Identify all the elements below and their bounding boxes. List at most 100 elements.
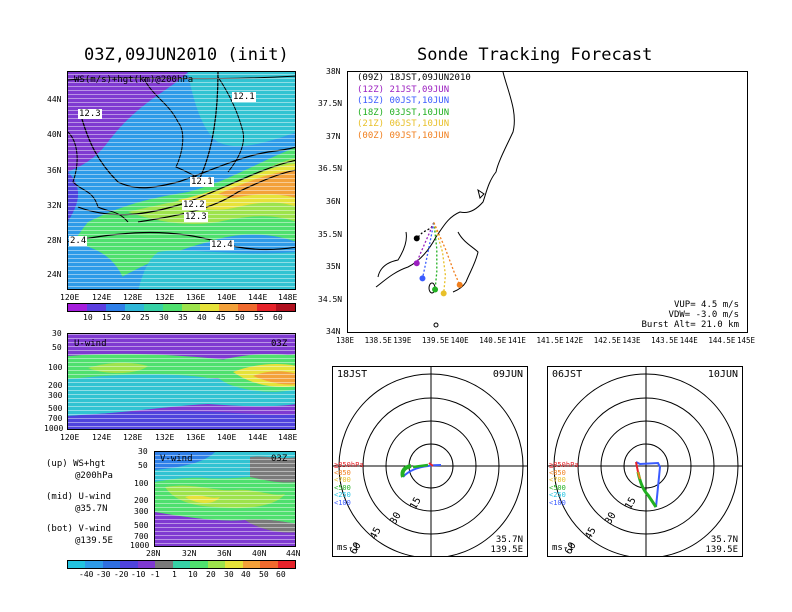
colorbar-label: 30 <box>159 313 169 322</box>
map-lon-tick: 143.5E <box>651 336 679 345</box>
p-tick: 100 <box>48 363 63 372</box>
p-tick: 30 <box>138 447 148 456</box>
track-series-line <box>433 222 438 290</box>
ws-panel-label: WS(m/s)+hgt(km)@200hPa <box>74 75 194 85</box>
map-lat-tick: 35.5N <box>318 230 343 239</box>
map-lon-tick: 142.5E <box>593 336 621 345</box>
tracking-map-svg <box>375 72 515 328</box>
tracking-title: Sonde Tracking Forecast <box>417 45 653 65</box>
track-landing-point <box>413 235 420 242</box>
hodo-legend-entry: <250 <box>549 491 566 499</box>
track-lines <box>413 222 463 297</box>
hodo-lat: 35.7N <box>710 535 738 545</box>
lon-tick: 128E <box>123 293 143 302</box>
hodograph-right-svg <box>548 367 742 556</box>
lat-tick: 24N <box>47 270 62 279</box>
lon-tick: 128E <box>123 433 143 442</box>
u-wind-label: U-wind <box>74 339 107 349</box>
v-colorbar <box>67 560 296 569</box>
colorbar-label: -30 <box>96 570 111 579</box>
contour-label: 12.3 <box>184 212 208 222</box>
v-wind-svg <box>155 452 295 546</box>
colorbar-label: 30 <box>224 570 234 579</box>
tracking-map-panel: (09Z) 18JST,09JUN2010 (12Z) 21JST,09JUN … <box>347 71 748 333</box>
lat-tick: 44N <box>286 549 301 558</box>
colorbar-label: 20 <box>206 570 216 579</box>
ws-map-panel: WS(m/s)+hgt(km)@200hPa 12.1 12.3 12.1 12… <box>67 71 296 290</box>
map-lon-tick: 141.5E <box>536 336 564 345</box>
lon-tick: 124E <box>92 433 112 442</box>
colorbar-label: -40 <box>79 570 94 579</box>
colorbar-label: 10 <box>83 313 93 322</box>
contour-label: 12.2 <box>182 200 206 210</box>
lon-tick: 120E <box>60 433 80 442</box>
lon-tick: 120E <box>60 293 80 302</box>
hodo-legend-entry: <700 <box>549 476 566 484</box>
map-lat-tick: 36.5N <box>318 164 343 173</box>
track-series-line <box>416 222 435 264</box>
lon-tick: 132E <box>155 433 175 442</box>
hodo-legend-entry: <850 <box>549 468 566 477</box>
colorbar-label: 55 <box>254 313 264 322</box>
u-wind-panel: U-wind 03Z <box>67 333 296 430</box>
hodograph-left-svg <box>333 367 527 556</box>
lon-tick: 144E <box>248 433 268 442</box>
hodo-legend-entry: <700 <box>334 476 351 484</box>
p-tick: 700 <box>48 414 63 423</box>
contour-label: 12.4 <box>210 240 234 250</box>
map-lon-tick: 139.5E <box>421 336 450 345</box>
u-wind-time: 03Z <box>271 339 288 349</box>
lat-tick: 40N <box>252 549 267 558</box>
contour-label: 12.1 <box>190 177 214 187</box>
map-lon-tick: 144.5E <box>708 336 736 345</box>
map-lon-tick: 144E <box>679 336 698 345</box>
hodo-units: ms-1 <box>337 543 359 553</box>
lat-tick: 32N <box>182 549 197 558</box>
hodo-legend-entry: <100 <box>549 498 566 507</box>
lat-tick: 32N <box>47 201 62 210</box>
p-tick: 300 <box>134 507 149 516</box>
v-wind-panel: V-wind 03Z <box>154 451 296 547</box>
lat-tick: 40N <box>47 130 62 139</box>
colorbar-label: -10 <box>131 570 146 579</box>
track-landing-point <box>456 281 463 288</box>
lon-tick: 132E <box>155 293 175 302</box>
lat-tick: 36N <box>47 166 62 175</box>
contour-label: 12.1 <box>232 92 256 102</box>
lon-tick: 140E <box>217 433 237 442</box>
contour-label: 2.4 <box>69 236 88 246</box>
note-mid: (mid) U-wind <box>46 492 112 502</box>
hodo-legend-entry: <850 <box>334 468 351 477</box>
track-legend: (09Z) 18JST,09JUN2010 (12Z) 21JST,09JUN … <box>357 73 471 143</box>
note-mid-level: @35.7N <box>75 504 108 514</box>
map-lon-tick: 142E <box>565 336 584 345</box>
hodo-level-legend: ≧850hPa <850 <700 <500 <250 <100 <box>549 461 579 507</box>
hodo-legend-entry: <250 <box>334 491 351 499</box>
colorbar-label: -1 <box>150 570 160 579</box>
ws-colorbar <box>67 303 296 312</box>
lat-tick: 36N <box>217 549 232 558</box>
hodo-lat: 35.7N <box>495 535 523 545</box>
ws-map-svg <box>68 72 295 289</box>
hodo-legend-entry: <100 <box>334 498 351 507</box>
track-landing-point <box>419 275 426 282</box>
hodo-left-time: 18JST <box>337 369 368 380</box>
note-bot-level: @139.5E <box>75 536 113 546</box>
hodo-left-date: 09JUN <box>492 369 523 380</box>
hodo-lon: 139.5E <box>490 545 523 555</box>
v-wind-label: V-wind <box>160 454 193 464</box>
v-wind-time: 03Z <box>271 454 288 464</box>
map-lon-tick: 138.5E <box>364 336 392 345</box>
map-lon-tick: 143E <box>622 336 641 345</box>
p-tick: 200 <box>48 381 63 390</box>
hodograph-left-panel: 18JST 09JUN ms-1 35.7N 139.5E <box>332 366 528 557</box>
colorbar-label: 35 <box>178 313 188 322</box>
p-tick: 500 <box>48 404 63 413</box>
map-lat-tick: 37N <box>326 132 341 141</box>
hodograph-right-panel: 06JST 10JUN ms-1 35.7N 139.5E <box>547 366 743 557</box>
lon-tick: 144E <box>248 293 268 302</box>
colorbar-label: -20 <box>114 570 129 579</box>
map-lon-tick: 139E <box>393 336 412 345</box>
colorbar-label: 1 <box>172 570 177 579</box>
track-series-line <box>421 222 435 279</box>
